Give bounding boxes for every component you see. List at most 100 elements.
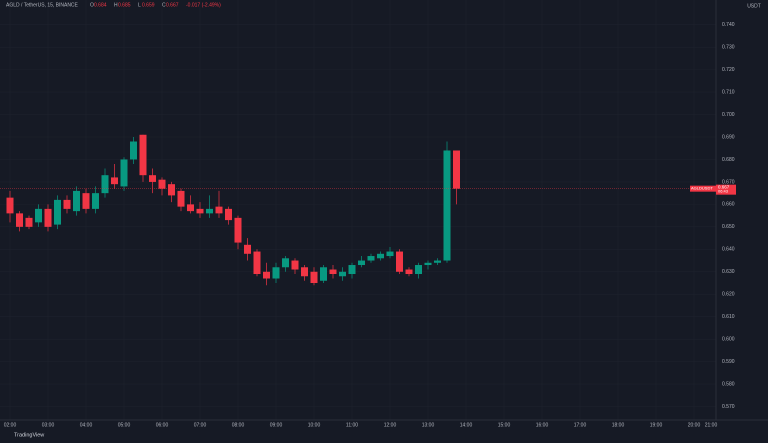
candle-body [149,175,156,182]
candle-body [101,175,109,194]
ohlc-key: L [138,2,141,8]
y-tick-label: 0.630 [722,269,735,275]
y-tick-label: 0.600 [722,336,735,342]
price-axis [716,0,768,443]
y-tick-label: 0.710 [722,89,735,95]
y-tick-label: 0.590 [722,359,735,365]
currency: USDT [747,3,761,9]
y-tick-label: 0.610 [722,314,735,320]
candle-body [16,213,23,227]
plot [0,134,716,286]
candle-body [253,251,261,275]
y-tick-label: 0.700 [722,112,735,118]
candle-body [377,253,384,259]
candle-body [272,267,280,279]
candle-body [405,269,413,275]
candle-body [54,199,61,225]
candle-body [177,190,185,207]
ohlc-value: 0.685 [118,2,131,8]
candle-body [215,206,223,214]
ohlc-key: H [114,2,118,8]
candle-body [187,204,194,212]
candle-body [424,262,432,266]
candle-body [453,150,460,189]
y-tick-label: 0.580 [722,381,735,387]
y-tick-label: 0.720 [722,67,735,73]
candle-body [415,265,422,275]
candle-body [339,271,346,277]
y-tick-label: 0.620 [722,292,735,298]
x-tick-label: 02:00 [4,422,17,428]
candle-body [291,260,299,270]
x-tick-label: 11:00 [346,422,358,428]
candle-body [82,193,90,209]
candle-body [329,269,337,275]
countdown: 06:43 [718,189,729,194]
x-tick-label: 12:00 [384,422,397,428]
candle-body [206,208,213,214]
candle-body [44,208,52,227]
x-tick-label: 05:00 [118,422,131,428]
x-tick-label: 16:00 [536,422,549,428]
candle-body [225,208,232,221]
candle-body [348,265,356,275]
candle-body [73,190,80,212]
candle-body [63,199,71,209]
candle-body [35,208,42,223]
candle-body [139,134,147,176]
y-tick-label: 0.660 [722,202,735,208]
x-tick-label: 17:00 [574,422,587,428]
x-tick-label: 20:00 [688,422,701,428]
candle-body [263,271,270,279]
x-tick-label: 18:00 [612,422,625,428]
x-tick-label: 04:00 [80,422,93,428]
candle-body [244,244,251,254]
axes: 0.740 0.730 0.720 0.710 0.700 0.690 0.680 0.670… [4,22,736,428]
ohlc-key: C [162,2,166,8]
candle-body [367,256,375,261]
x-tick-label: 19:00 [650,422,663,428]
y-tick-label: 0.650 [722,224,735,230]
candle-body [434,260,441,263]
symbol-label: AGLDUSDT [691,186,713,191]
symbol-label-bg [690,185,716,192]
y-tick-label: 0.670 [722,179,735,185]
candle-body [168,184,175,196]
price-label: 0.667 [718,184,730,189]
y-tick-label: 0.680 [722,157,735,163]
x-tick-label: 06:00 [156,422,169,428]
candle-body [386,251,394,257]
candle-body [92,193,99,209]
x-tick-label: 09:00 [270,422,283,428]
x-tick-label: 10:00 [308,422,321,428]
y-tick-label: 0.740 [722,22,735,28]
candle-body [196,208,204,214]
y-tick-label: 0.640 [722,247,735,253]
y-tick-label: 0.570 [722,404,735,410]
candle-body [282,258,289,268]
candle-body [320,267,327,281]
y-tick-label: 0.730 [722,44,735,50]
x-tick-label: 15:00 [498,422,511,428]
candle-body [120,159,128,187]
candle-body [234,217,242,243]
candle-body [396,251,403,272]
y-tick-label: 0.690 [722,134,735,140]
ohlc-value: 0.684 [94,2,107,8]
symbol: AGLD / TetherUS, 15, BINANCE [6,2,79,8]
candle-body [6,197,14,214]
logo: TradingView [14,432,44,438]
ohlc-value: 0.659 [142,2,155,8]
candle-body [111,177,118,185]
ohlc-key: O [90,2,94,8]
ohlc: O 0.684 H 0.685 L 0.659 C 0.667 -0.017 (-2.49%) [90,2,221,8]
x-tick-label: 21:00 [705,422,718,428]
candle-body [158,179,166,189]
candle-body [358,260,365,266]
grid [0,0,716,420]
candle-body [301,267,308,277]
ohlc-value: 0.667 [166,2,179,8]
change: -0.017 (-2.49%) [186,2,221,8]
